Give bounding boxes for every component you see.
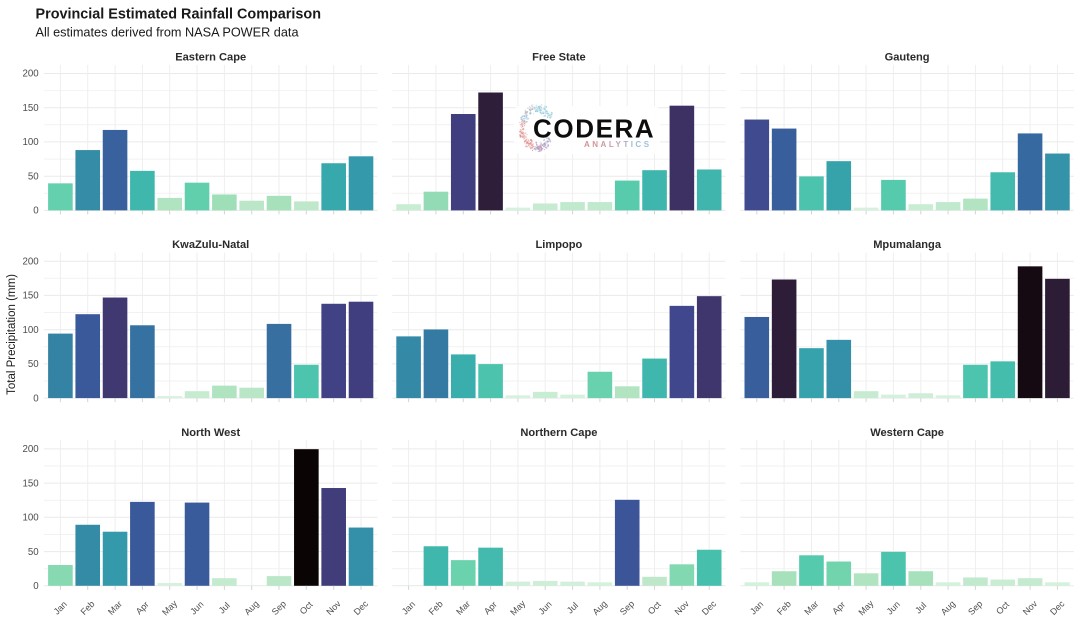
svg-text:0: 0 <box>33 581 39 592</box>
svg-text:50: 50 <box>28 171 39 182</box>
svg-text:Total Precipitation (mm): Total Precipitation (mm) <box>6 274 18 395</box>
svg-text:ANALYTICS: ANALYTICS <box>584 140 652 149</box>
svg-text:150: 150 <box>23 291 40 302</box>
svg-text:Northern Cape: Northern Cape <box>520 427 597 439</box>
svg-text:150: 150 <box>23 103 40 114</box>
svg-text:100: 100 <box>23 513 40 524</box>
svg-text:North West: North West <box>181 427 240 439</box>
svg-text:All estimates derived from NAS: All estimates derived from NASA POWER da… <box>36 26 300 40</box>
svg-text:Mpumalanga: Mpumalanga <box>873 239 942 251</box>
svg-text:100: 100 <box>23 325 40 336</box>
svg-text:Limpopo: Limpopo <box>535 239 582 251</box>
svg-text:Gauteng: Gauteng <box>885 51 930 63</box>
svg-text:200: 200 <box>23 444 40 455</box>
svg-text:Western Cape: Western Cape <box>870 427 944 439</box>
svg-text:200: 200 <box>23 256 40 267</box>
svg-text:0: 0 <box>33 206 39 217</box>
svg-text:Eastern Cape: Eastern Cape <box>175 51 246 63</box>
svg-text:200: 200 <box>23 69 40 80</box>
svg-text:KwaZulu-Natal: KwaZulu-Natal <box>172 239 249 251</box>
svg-text:Free State: Free State <box>532 51 586 63</box>
svg-text:100: 100 <box>23 137 40 148</box>
svg-text:CODERA: CODERA <box>533 114 655 144</box>
svg-text:0: 0 <box>33 393 39 404</box>
svg-text:150: 150 <box>23 478 40 489</box>
svg-text:50: 50 <box>28 547 39 558</box>
svg-text:50: 50 <box>28 359 39 370</box>
svg-text:Provincial Estimated Rainfall: Provincial Estimated Rainfall Comparison <box>36 7 322 23</box>
